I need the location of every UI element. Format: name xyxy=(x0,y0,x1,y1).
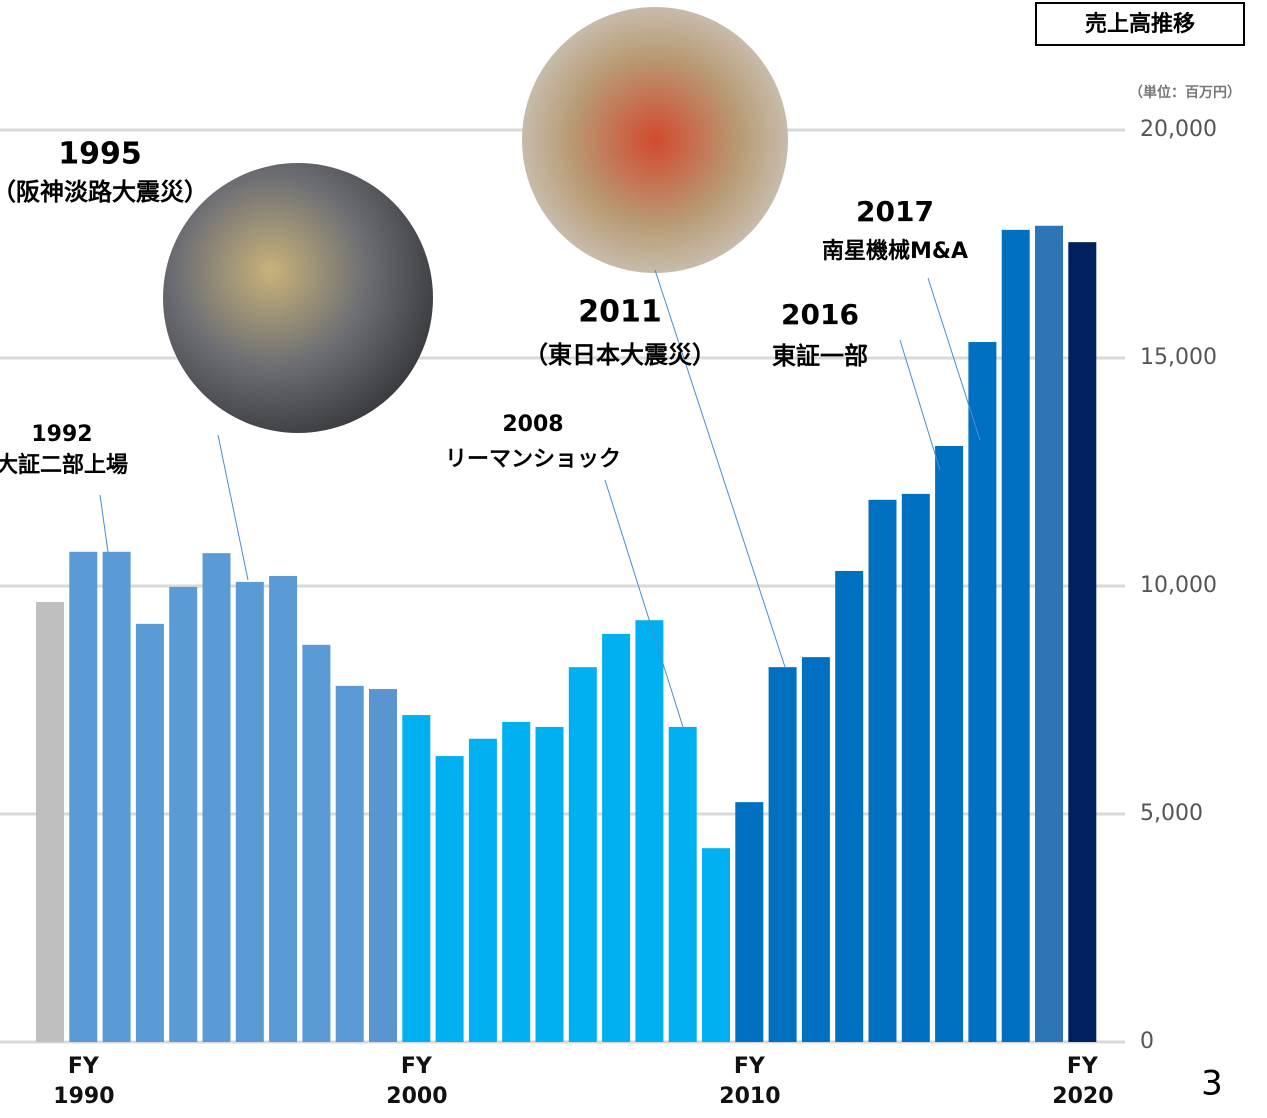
bar xyxy=(369,689,397,1042)
bar xyxy=(1068,242,1097,1042)
annotation-year: 2017 xyxy=(856,195,934,228)
leader-line xyxy=(654,269,786,668)
bar xyxy=(668,726,697,1042)
bar xyxy=(468,738,497,1042)
annotation-year: 2008 xyxy=(502,412,563,437)
bar xyxy=(36,601,64,1042)
bar xyxy=(968,342,997,1042)
bar xyxy=(1035,225,1063,1042)
annotation-label: （阪神淡路大震災） xyxy=(0,178,208,206)
y-tick-label: 15,000 xyxy=(1140,345,1217,370)
leader-line xyxy=(604,479,684,728)
y-tick-label: 0 xyxy=(1140,1029,1154,1054)
chart-title: 売上高推移 xyxy=(1085,11,1195,37)
bar xyxy=(801,657,830,1042)
bar xyxy=(135,623,164,1042)
page-number: 3 xyxy=(1201,1064,1223,1104)
annotation-year: 1995 xyxy=(58,137,142,172)
unit-label: （単位：百万円） xyxy=(1129,84,1241,101)
bar xyxy=(901,493,930,1042)
bar xyxy=(868,499,897,1042)
annotation-label: （東日本大震災） xyxy=(524,341,716,369)
bar xyxy=(269,575,298,1042)
annotation-year: 1992 xyxy=(31,422,92,447)
leader-line xyxy=(217,434,249,581)
annotation-label: 大証二部上場 xyxy=(0,452,128,478)
bar xyxy=(402,715,431,1042)
bar xyxy=(602,633,631,1042)
bar xyxy=(435,756,464,1042)
bar xyxy=(169,586,198,1042)
y-tick-label: 20,000 xyxy=(1140,117,1217,142)
bar xyxy=(735,802,764,1042)
leader-line xyxy=(927,277,981,441)
annotation-label: リーマンショック xyxy=(445,447,621,472)
y-tick-label: 10,000 xyxy=(1140,573,1217,598)
bar xyxy=(835,570,864,1042)
bar xyxy=(768,667,797,1042)
title-box xyxy=(1035,2,1245,46)
x-tick-label: FY 2010 xyxy=(719,1054,781,1109)
bar xyxy=(702,848,730,1042)
x-tick-label: FY 1990 xyxy=(53,1054,115,1109)
x-tick-label: FY 2000 xyxy=(386,1054,448,1109)
annotation-year: 2016 xyxy=(781,298,859,331)
bar xyxy=(235,581,264,1042)
bar xyxy=(1001,229,1030,1042)
bar xyxy=(535,726,564,1042)
annotation-year: 2011 xyxy=(578,295,662,330)
bar xyxy=(935,446,964,1042)
bar xyxy=(568,667,597,1042)
bar xyxy=(635,620,664,1042)
x-tick-label: FY 2020 xyxy=(1052,1054,1114,1109)
photo xyxy=(522,7,788,273)
annotation-label: 南星機械M&A xyxy=(822,239,968,264)
bar xyxy=(102,551,131,1042)
bar xyxy=(69,551,98,1042)
leader-line xyxy=(899,339,941,471)
bar xyxy=(202,553,231,1042)
bar xyxy=(335,685,364,1042)
bar xyxy=(502,721,531,1042)
leader-line xyxy=(99,494,109,553)
annotation-label: 東証一部 xyxy=(772,342,868,370)
bar xyxy=(302,644,331,1042)
y-tick-label: 5,000 xyxy=(1140,801,1203,826)
photo xyxy=(163,163,433,433)
